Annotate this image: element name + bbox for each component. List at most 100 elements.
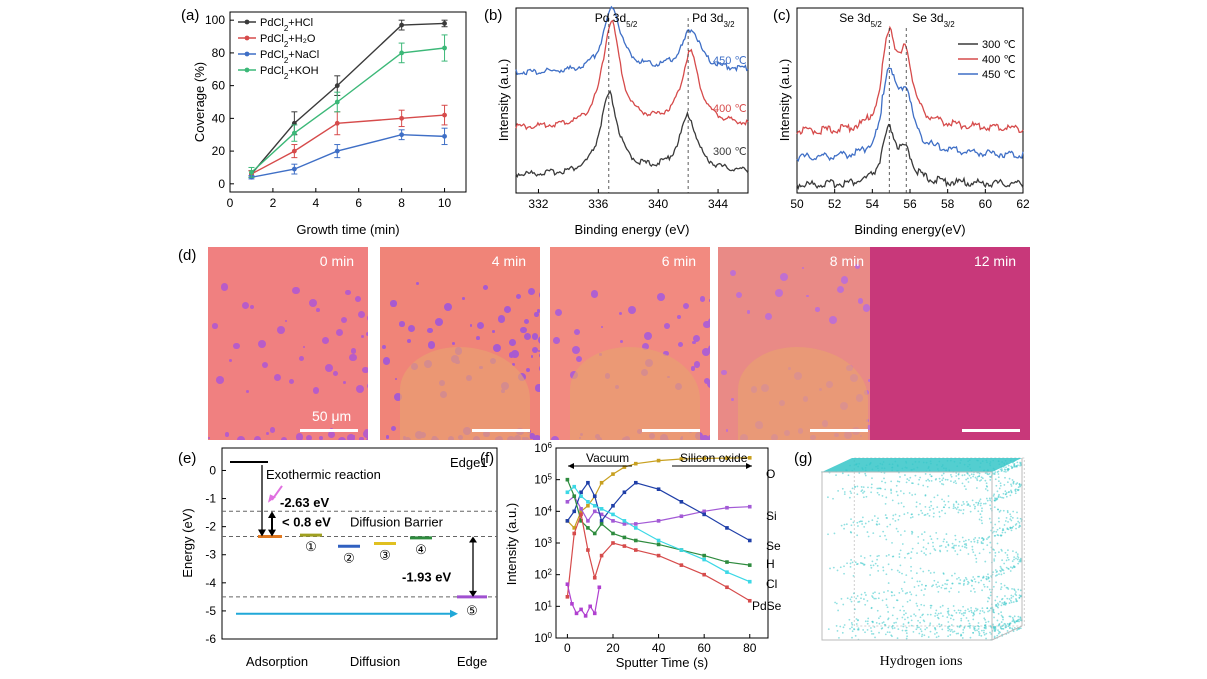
coverage-legend-marker bbox=[244, 35, 250, 41]
tof-point bbox=[656, 519, 661, 523]
tof-y-tick-label: 101 bbox=[534, 599, 552, 614]
hydrogen-ion-dot bbox=[1018, 526, 1020, 529]
tof-x-tick-label: 0 bbox=[564, 641, 571, 655]
tof-x-tick-label: 80 bbox=[743, 641, 757, 655]
hydrogen-ion-dot bbox=[871, 632, 873, 635]
hydrogen-ion-dot bbox=[904, 592, 907, 595]
hydrogen-ion-dot bbox=[985, 621, 987, 624]
hydrogen-ion-dot bbox=[864, 522, 867, 525]
hydrogen-ion-dot bbox=[905, 481, 908, 484]
micro-dot bbox=[245, 389, 250, 394]
hydrogen-ion-dot bbox=[974, 591, 976, 593]
micro-dot bbox=[708, 436, 710, 440]
micro-dot bbox=[333, 371, 338, 377]
hydrogen-ion-dot bbox=[944, 504, 947, 506]
micro-dot bbox=[721, 369, 727, 375]
micro-dot bbox=[261, 361, 269, 369]
hydrogen-ion-dot bbox=[976, 608, 979, 611]
hydrogen-ion-dot bbox=[1015, 551, 1018, 554]
hydrogen-ion-dot bbox=[972, 631, 975, 634]
micro-dot bbox=[618, 311, 623, 316]
hydrogen-ion-dot bbox=[985, 637, 987, 640]
hydrogen-ion-dot bbox=[977, 630, 980, 633]
hydrogen-ion-dot bbox=[919, 616, 922, 619]
hydrogen-ion-dot bbox=[967, 608, 969, 611]
energy-y-tick-label: -4 bbox=[205, 576, 216, 590]
hydrogen-ion-dot bbox=[1015, 527, 1017, 530]
hydrogen-ion-dot bbox=[957, 632, 960, 635]
se-peak-label: Se 3d5/2 bbox=[839, 11, 882, 29]
hydrogen-ion-dot bbox=[881, 599, 884, 602]
tof-y-tick-label: 100 bbox=[534, 631, 552, 646]
hydrogen-ion-dot bbox=[911, 531, 914, 534]
hydrogen-ion-dot bbox=[869, 554, 872, 557]
hydrogen-ion-dot bbox=[924, 473, 927, 475]
hydrogen-ion-dot bbox=[974, 505, 976, 508]
micro-dot bbox=[302, 345, 306, 349]
hydrogen-ion-dot bbox=[920, 630, 923, 633]
hydrogen-ion-dot bbox=[850, 531, 853, 534]
tof-point bbox=[622, 522, 627, 526]
hydrogen-ion-dot bbox=[939, 606, 942, 608]
hydrogen-ion-dot bbox=[916, 552, 918, 555]
hydrogen-ion-dot bbox=[948, 625, 951, 628]
hydrogen-ion-dot bbox=[845, 523, 848, 526]
hydrogen-ion-dot bbox=[931, 585, 933, 588]
hydrogen-ion-dot bbox=[978, 518, 981, 521]
hydrogen-ion-dot bbox=[878, 554, 880, 557]
tof-point bbox=[633, 538, 638, 543]
micro-dot bbox=[538, 352, 540, 359]
hydrogen-ion-dot bbox=[947, 629, 950, 632]
coverage-x-tick-label: 10 bbox=[438, 196, 452, 210]
micro-dot bbox=[523, 332, 532, 340]
hydrogen-ion-dot bbox=[876, 491, 879, 494]
micro-dot bbox=[775, 288, 783, 297]
hydrogen-ion-dot bbox=[882, 621, 885, 623]
hydrogen-ion-dot bbox=[955, 611, 958, 614]
hydrogen-ion-dot bbox=[963, 543, 966, 546]
hydrogen-ion-dot bbox=[884, 534, 886, 537]
hydrogen-ion-dot bbox=[865, 594, 867, 596]
hydrogen-ion-dot bbox=[841, 472, 844, 475]
hydrogen-ion-dot bbox=[916, 624, 919, 627]
hydrogen-ion-dot bbox=[965, 488, 967, 491]
hydrogen-ion-dot bbox=[864, 620, 867, 623]
micro-dot bbox=[365, 331, 368, 337]
hydrogen-ion-dot bbox=[835, 602, 838, 605]
hydrogen-ion-dot bbox=[987, 573, 989, 576]
hydrogen-ion-dot bbox=[997, 480, 1000, 483]
hydrogen-ion-dot bbox=[850, 600, 853, 603]
micro-dot bbox=[237, 435, 246, 440]
hydrogen-ion-dot bbox=[882, 530, 885, 533]
hydrogen-ion-dot bbox=[983, 617, 986, 620]
hydrogen-ion-dot bbox=[1019, 485, 1022, 488]
hydrogen-ion-dot bbox=[901, 543, 904, 545]
hydrogen-ion-dot bbox=[910, 593, 913, 596]
se-x-tick-label: 62 bbox=[1016, 197, 1030, 211]
coverage-point bbox=[442, 133, 447, 139]
micro-dot bbox=[340, 317, 347, 324]
hydrogen-ion-dot bbox=[1010, 601, 1013, 604]
hydrogen-ion-dot bbox=[968, 474, 971, 477]
hydrogen-ion-dot bbox=[1004, 490, 1007, 493]
hydrogen-ion-dot bbox=[862, 486, 865, 488]
hydrogen-ion-dot bbox=[921, 614, 924, 617]
hydrogen-ion-dot bbox=[905, 612, 907, 615]
hydrogen-ion-dot bbox=[964, 539, 967, 542]
hydrogen-ion-dot bbox=[936, 506, 939, 509]
hydrogen-ion-dot bbox=[995, 530, 998, 533]
hydrogen-ion-dot bbox=[922, 539, 925, 541]
micro-dot bbox=[324, 364, 333, 373]
hydrogen-ion-dot bbox=[870, 630, 873, 633]
hydrogen-ion-dot bbox=[874, 597, 877, 600]
hydrogen-ion-dot bbox=[973, 628, 976, 630]
micro-dot bbox=[704, 378, 710, 385]
micro-dot bbox=[253, 436, 261, 440]
vacuum-label: Vacuum bbox=[586, 451, 629, 465]
hydrogen-ion-dot bbox=[842, 626, 845, 629]
hydrogen-ion-dot bbox=[1013, 626, 1016, 629]
hydrogen-ion-dot bbox=[993, 499, 996, 502]
hydrogen-ion-dot bbox=[989, 479, 992, 481]
hydrogen-ion-dot bbox=[884, 514, 887, 516]
micro-dot bbox=[866, 424, 872, 430]
